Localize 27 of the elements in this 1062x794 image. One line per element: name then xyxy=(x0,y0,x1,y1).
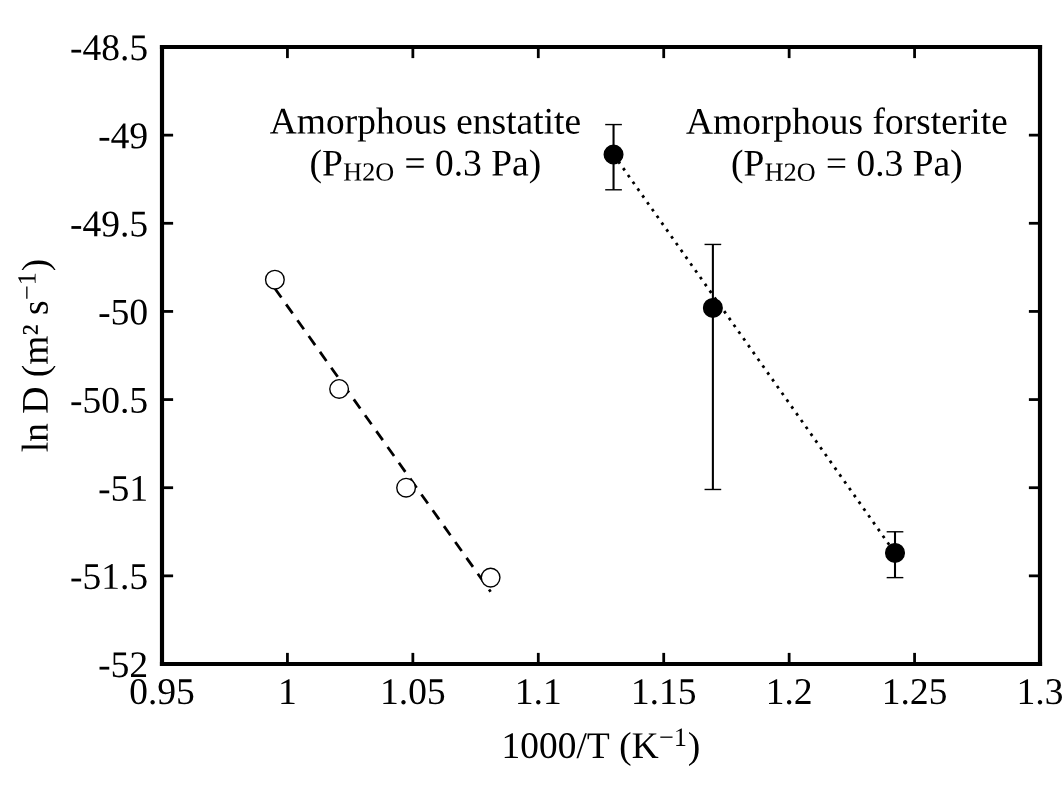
x-tick-label: 1.15 xyxy=(634,679,696,705)
y-tick-label: -51 xyxy=(99,475,146,502)
y-axis-title: ln D (m² s$^{−1}$) xyxy=(18,260,56,452)
x-tick-label: 1.3 xyxy=(1019,679,1062,705)
annotation: Amorphous forsterite (P$_{H2O}$ = 0.3 Pa) xyxy=(686,107,1007,184)
x-tick-label: 1.05 xyxy=(383,678,445,705)
point xyxy=(884,542,906,563)
point xyxy=(480,567,501,588)
x-tick-label: 0.95 xyxy=(130,678,194,705)
y-tick-label: -50 xyxy=(99,299,147,325)
y-tick-label: -49.5 xyxy=(71,211,147,237)
y-tick-label: -49 xyxy=(99,123,147,149)
point xyxy=(702,297,723,318)
x-tick-label: 1.1 xyxy=(518,679,560,705)
point xyxy=(264,269,285,290)
point xyxy=(329,378,350,400)
y-tick-label: -52 xyxy=(99,652,147,678)
point xyxy=(603,144,624,165)
x-axis-title: 1000/T (K$^{−1}$) xyxy=(504,728,699,766)
x-tick-label: 1.25 xyxy=(885,679,946,705)
y-tick-label: -48.5 xyxy=(71,35,147,61)
x-tick-label: 1.2 xyxy=(769,679,811,705)
y-tick-label: -50.5 xyxy=(71,387,147,414)
y-tick-label: -51.5 xyxy=(71,564,147,590)
x-tick-label: 1 xyxy=(281,679,295,704)
annotation: Amorphous enstatite (P$_{H2O}$ = 0.3 Pa) xyxy=(270,107,580,184)
point xyxy=(396,477,417,498)
